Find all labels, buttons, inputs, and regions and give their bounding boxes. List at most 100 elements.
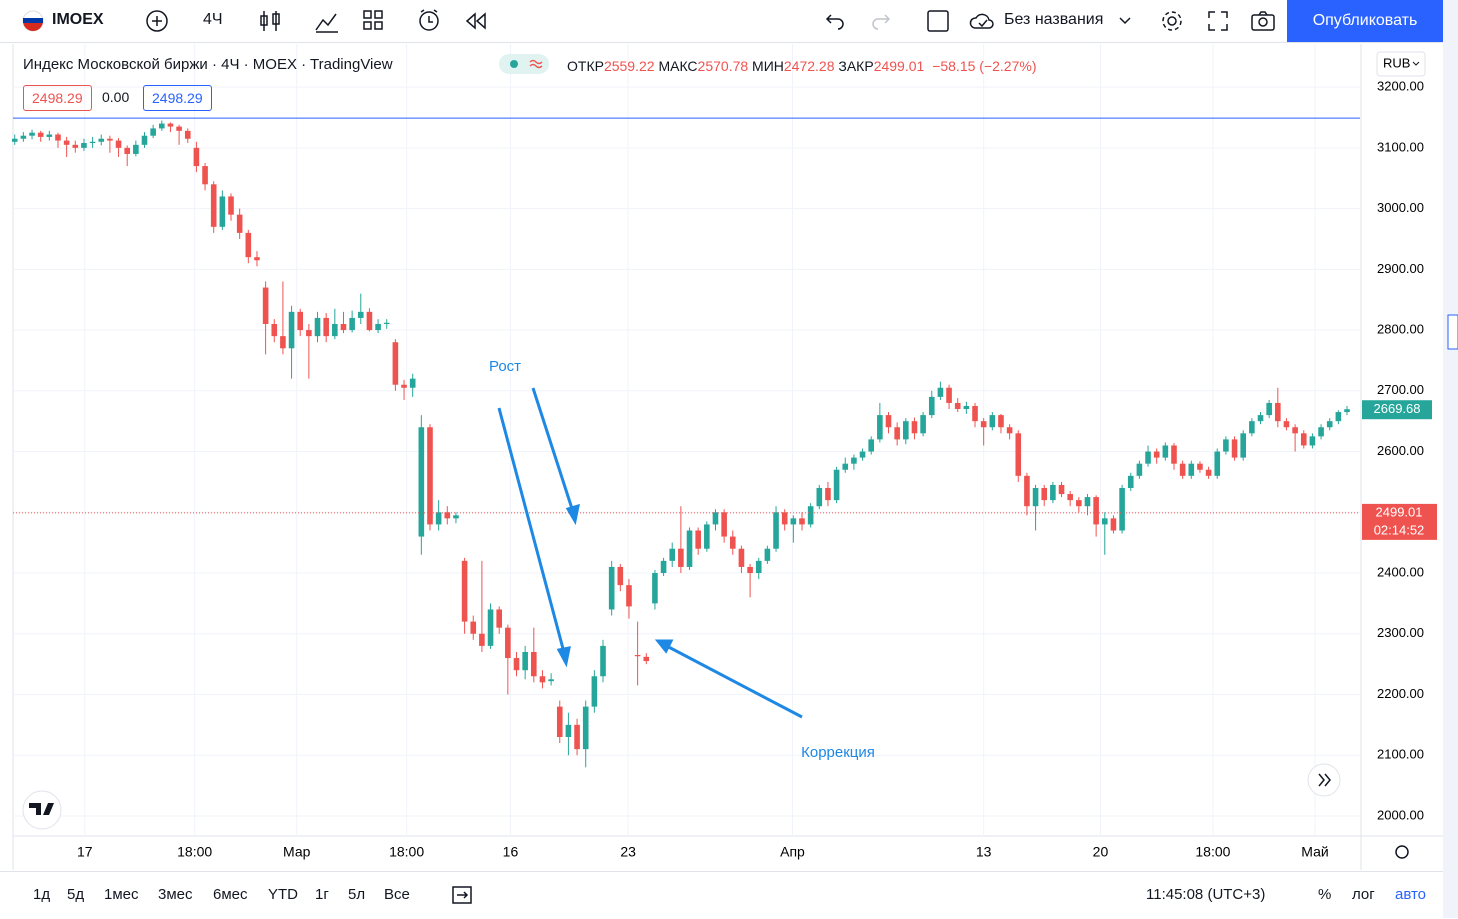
percent-toggle[interactable]: % (1318, 886, 1332, 903)
templates-icon[interactable] (361, 8, 385, 32)
side-tab[interactable] (1447, 314, 1458, 350)
arrow (660, 641, 803, 719)
range-button[interactable]: 6мес (213, 886, 248, 903)
publish-button[interactable]: Опубликовать (1287, 0, 1443, 42)
candle-body (1205, 469, 1212, 476)
candle-body (262, 287, 269, 324)
candle-body (444, 512, 451, 519)
candle-body (1050, 484, 1056, 501)
bottom-toolbar: 1д 5д 1мес 3мес 6мес YTD 1г 5л Все 11:45:08 (UTC… (0, 871, 1443, 919)
candle-body (634, 655, 641, 657)
candle-body (1257, 415, 1264, 422)
replay-icon[interactable] (463, 9, 489, 33)
undo-icon[interactable] (823, 9, 847, 33)
indicators-icon[interactable] (313, 8, 339, 34)
layout-name[interactable]: Без названия (1004, 11, 1104, 28)
interval[interactable]: 4Ч (203, 11, 223, 28)
candle-body (288, 311, 295, 349)
log-toggle[interactable]: лог (1352, 886, 1375, 903)
candle-body (928, 396, 935, 416)
range-button[interactable]: 3мес (158, 886, 193, 903)
candle-body (868, 439, 875, 452)
candle-body (877, 415, 883, 440)
status-icons (510, 59, 543, 69)
scroll-icon[interactable] (1318, 773, 1331, 787)
candle-body (617, 566, 624, 586)
alert-icon[interactable] (416, 7, 442, 35)
currency[interactable]: RUB (1383, 55, 1410, 70)
candle-body (46, 134, 53, 137)
last-price-label: 2669.68 (1374, 401, 1421, 416)
candle-body (1179, 463, 1186, 476)
range-button[interactable]: Все (384, 886, 410, 903)
range-button[interactable]: 5л (348, 886, 366, 903)
candle-body (1223, 439, 1229, 452)
tv-logo[interactable] (22, 790, 62, 830)
dropdown-icon[interactable] (1412, 61, 1420, 66)
legend-status[interactable] (499, 54, 549, 74)
ask-badge: 2498.29 (143, 85, 212, 111)
fullscreen-icon[interactable] (1206, 9, 1230, 33)
last-price-badge (1362, 400, 1432, 420)
candle-body (531, 651, 537, 677)
range-button[interactable]: 5д (67, 886, 85, 903)
candle-body (20, 135, 27, 139)
y-tick-label: 2400.00 (1377, 564, 1424, 579)
layout-icon[interactable] (926, 9, 950, 33)
candle-body (280, 336, 286, 349)
tv-logo-mark (29, 803, 54, 815)
candle-body (487, 609, 494, 646)
axis-settings-icon[interactable] (1395, 845, 1409, 859)
clock[interactable]: 11:45:08 (UTC+3) (1146, 886, 1266, 903)
x-tick-label: 18:00 (1195, 844, 1230, 860)
dropdown-icon[interactable] (1118, 14, 1132, 28)
candle-body (332, 323, 338, 337)
candle-body (903, 421, 909, 440)
candle-body (937, 387, 944, 397)
y-tick-label: 2600.00 (1377, 443, 1424, 458)
candle-body (608, 566, 615, 610)
candle-body (1127, 475, 1134, 488)
candle-body (1093, 497, 1099, 525)
date-range-icon[interactable] (450, 884, 474, 906)
candle-body (453, 515, 459, 519)
y-tick-label: 3100.00 (1377, 139, 1424, 154)
candle-body (626, 585, 632, 607)
candle-body (773, 512, 779, 549)
right-panel (1443, 0, 1458, 918)
candle-body (184, 130, 191, 139)
candle-body (790, 518, 797, 525)
candle-body (479, 633, 485, 646)
currency-button[interactable] (1376, 51, 1426, 77)
redo-icon[interactable] (869, 9, 893, 33)
chart-type-icon[interactable] (258, 8, 282, 34)
add-symbol-icon[interactable] (144, 8, 170, 34)
candle-body (81, 143, 87, 148)
candle-body (1318, 427, 1324, 437)
candle-body (539, 676, 546, 683)
range-button[interactable]: 1мес (104, 886, 139, 903)
y-tick-label: 2000.00 (1377, 807, 1424, 822)
arrow (531, 387, 577, 519)
candle-body (366, 311, 373, 331)
cloud-icon[interactable] (968, 9, 998, 33)
spread-badge: 0.00 (102, 89, 130, 105)
snapshot-icon[interactable] (1250, 8, 1276, 34)
x-tick-label: 23 (620, 844, 636, 860)
candle-body (219, 196, 226, 227)
candle-body (591, 676, 598, 707)
candle-body (1231, 439, 1238, 458)
auto-toggle[interactable]: авто (1395, 886, 1427, 903)
settings-icon[interactable] (1159, 8, 1185, 34)
y-tick-label: 2700.00 (1377, 382, 1424, 397)
legend-value: 2472.28 (783, 58, 835, 74)
range-button[interactable]: 1д (33, 886, 51, 903)
arrow (497, 407, 568, 661)
candle-body (1041, 487, 1048, 501)
candle-body (1076, 500, 1082, 507)
symbol[interactable]: IMOEX (52, 11, 104, 28)
candle-body (842, 463, 849, 470)
range-button[interactable]: 1г (315, 886, 329, 903)
candle-body (176, 126, 182, 131)
range-button[interactable]: YTD (268, 886, 298, 903)
